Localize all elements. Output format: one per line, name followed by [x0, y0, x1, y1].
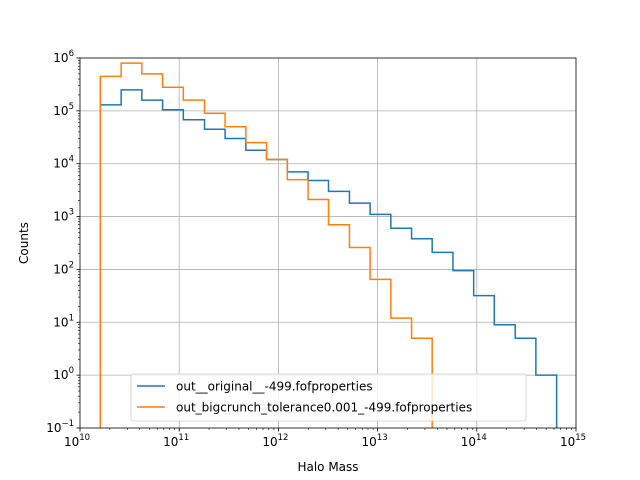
histogram-series-1 — [99, 89, 558, 428]
y-tick-label: 104 — [53, 155, 74, 171]
x-tick-label: 1015 — [560, 433, 586, 449]
legend: out__original__-499.fofproperties out_big… — [130, 373, 527, 422]
y-axis-label: Counts — [17, 222, 31, 264]
tick-labels: 1010 1011 1012 1013 1014 1015 10−1 100 101 102 103… — [46, 49, 586, 449]
plot-area — [80, 58, 576, 428]
legend-entry-label: out__original__-499.fofproperties — [176, 380, 373, 394]
y-tick-label: 105 — [53, 102, 74, 118]
histogram-series-2 — [99, 62, 433, 428]
x-tick-label: 1010 — [64, 433, 90, 449]
plot-frame — [79, 57, 577, 429]
y-tick-label: 101 — [53, 313, 74, 329]
legend-box — [130, 373, 527, 422]
y-tick-label: 10−1 — [46, 419, 74, 435]
y-tick-label: 103 — [53, 208, 74, 224]
x-tick-label: 1014 — [461, 433, 487, 449]
legend-entry-label: out_bigcrunch_tolerance0.001_-499.fofpro… — [176, 401, 472, 415]
x-tick-label: 1011 — [163, 433, 189, 449]
y-tick-label: 102 — [53, 260, 74, 276]
axis-ticks — [76, 57, 577, 432]
x-axis-label: Halo Mass — [297, 460, 358, 474]
x-tick-label: 1013 — [362, 433, 388, 449]
y-tick-label: 106 — [53, 49, 74, 65]
series-layer — [99, 62, 558, 428]
y-tick-label: 100 — [53, 366, 74, 382]
x-tick-label: 1012 — [262, 433, 288, 449]
grid-lines — [80, 58, 576, 428]
